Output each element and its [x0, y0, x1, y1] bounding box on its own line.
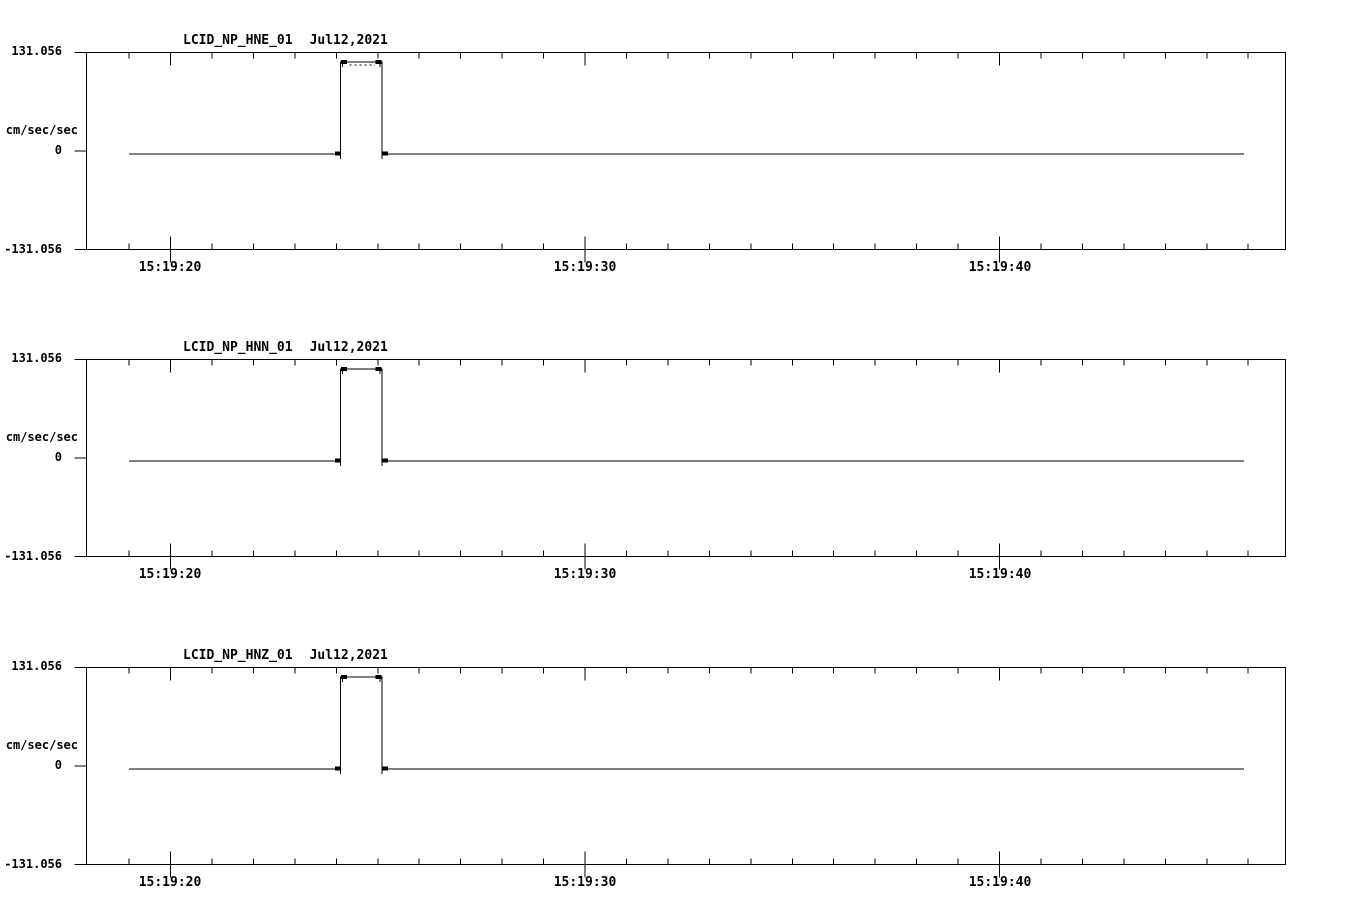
waveform-plot-hnz	[74, 667, 1286, 878]
date-label: Jul12,2021	[309, 648, 388, 663]
y-axis-zero-label: 0	[54, 143, 62, 157]
y-axis-unit-label: cm/sec/sec	[5, 738, 78, 752]
x-tick-label: 15:19:20	[138, 260, 202, 275]
panel-hnn: LCID_NP_HNN_01 Jul12,2021 131.056 cm/sec/…	[0, 307, 1358, 615]
x-tick-label: 15:19:30	[553, 260, 617, 275]
date-label: Jul12,2021	[309, 33, 388, 48]
x-tick-label: 15:19:40	[968, 567, 1032, 582]
panel-hnz: LCID_NP_HNZ_01 Jul12,2021 131.056 cm/sec/…	[0, 615, 1358, 923]
date-label: Jul12,2021	[309, 340, 388, 355]
y-axis-unit-label: cm/sec/sec	[5, 430, 78, 444]
x-tick-label: 15:19:30	[553, 875, 617, 890]
y-axis-unit-label: cm/sec/sec	[5, 123, 78, 137]
panel-title: LCID_NP_HNZ_01 Jul12,2021	[183, 648, 388, 663]
station-label: LCID_NP_HNN_01	[183, 340, 293, 355]
x-tick-label: 15:19:40	[968, 260, 1032, 275]
x-tick-label: 15:19:20	[138, 875, 202, 890]
y-axis-zero-label: 0	[54, 758, 62, 772]
x-tick-label: 15:19:40	[968, 875, 1032, 890]
panel-title: LCID_NP_HNE_01 Jul12,2021	[183, 33, 388, 48]
waveform-plot-hnn	[74, 359, 1286, 570]
waveform-plot-hne	[74, 52, 1286, 263]
y-axis-min-label: -131.056	[4, 549, 62, 563]
x-tick-label: 15:19:20	[138, 567, 202, 582]
y-axis-max-label: 131.056	[11, 351, 62, 365]
y-axis-zero-label: 0	[54, 450, 62, 464]
y-axis-min-label: -131.056	[4, 242, 62, 256]
y-axis-max-label: 131.056	[11, 659, 62, 673]
station-label: LCID_NP_HNE_01	[183, 33, 293, 48]
x-tick-label: 15:19:30	[553, 567, 617, 582]
station-label: LCID_NP_HNZ_01	[183, 648, 293, 663]
panel-title: LCID_NP_HNN_01 Jul12,2021	[183, 340, 388, 355]
panel-hne: LCID_NP_HNE_01 Jul12,2021 131.056 cm/sec/…	[0, 0, 1358, 308]
y-axis-max-label: 131.056	[11, 44, 62, 58]
y-axis-min-label: -131.056	[4, 857, 62, 871]
